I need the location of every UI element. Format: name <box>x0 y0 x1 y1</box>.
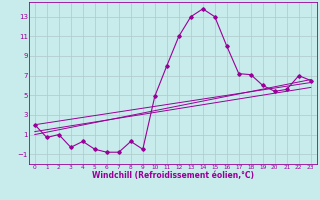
X-axis label: Windchill (Refroidissement éolien,°C): Windchill (Refroidissement éolien,°C) <box>92 171 254 180</box>
